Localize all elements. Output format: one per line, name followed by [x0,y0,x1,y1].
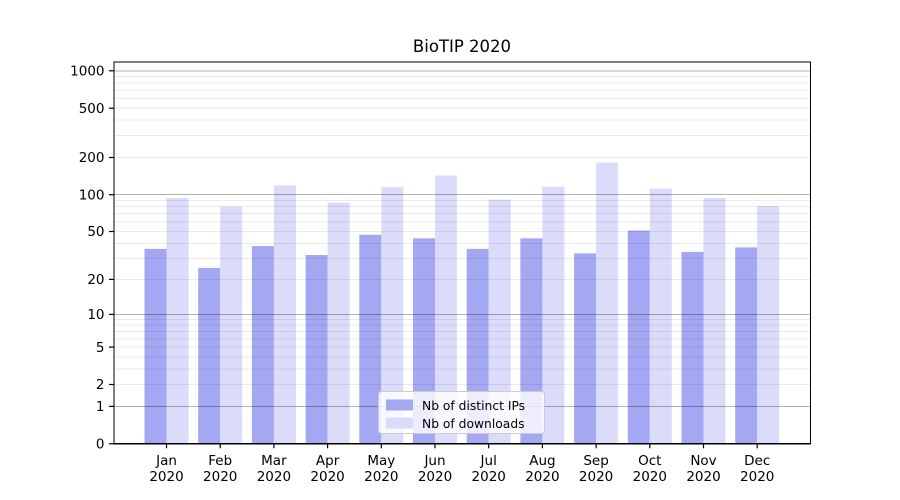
x-tick-label-month: Dec [744,453,770,469]
bar-downloads-feb [220,206,243,444]
bar-distinct-ips-apr [305,255,328,444]
x-tick-label-year: 2020 [525,469,559,485]
y-tick-label: 2 [96,377,105,393]
x-tick-label-year: 2020 [633,469,667,485]
x-tick-label-year: 2020 [310,469,344,485]
x-tick-label-month: Oct [638,453,661,469]
y-tick-label: 0 [96,437,105,453]
bar-distinct-ips-may [359,234,382,444]
y-tick-label: 50 [87,224,104,240]
bar-distinct-ips-feb [198,267,221,444]
bar-downloads-apr [327,202,350,444]
bar-downloads-jan [166,198,189,444]
bar-distinct-ips-dec [735,247,758,444]
x-tick-label-year: 2020 [257,469,291,485]
y-tick-label: 100 [79,187,105,203]
bar-distinct-ips-oct [627,230,650,444]
bar-downloads-aug [542,186,565,444]
bar-distinct-ips-sep [574,253,597,444]
x-tick-label-year: 2020 [579,469,613,485]
x-tick-label-month: Apr [316,453,340,469]
bar-downloads-may [381,187,404,444]
x-tick-label-year: 2020 [686,469,720,485]
x-tick-label-month: Aug [529,453,555,469]
bar-distinct-ips-nov [681,251,704,444]
x-tick-label-year: 2020 [740,469,774,485]
y-tick-label: 1 [96,399,105,415]
y-tick-label: 10 [87,307,104,323]
x-tick-label-month: Feb [208,453,232,469]
bar-downloads-nov [703,198,726,444]
bar-downloads-mar [273,185,296,444]
x-tick-label-year: 2020 [472,469,506,485]
y-tick-label: 20 [87,272,104,288]
legend-label-downloads: Nb of downloads [422,417,525,431]
plot-frame-rect [113,61,812,445]
x-tick-label-year: 2020 [364,469,398,485]
bar-distinct-ips-mar [251,246,274,444]
y-tick-label: 500 [79,101,105,117]
x-tick-label-month: Sep [583,453,608,469]
y-tick-label: 1000 [70,64,104,80]
x-tick-label-year: 2020 [203,469,237,485]
bar-downloads-dec [757,205,780,444]
y-tick-label: 5 [96,340,105,356]
legend-swatch-distinct-ips [386,399,413,411]
y-tick-label: 200 [79,150,105,166]
x-tick-label-year: 2020 [418,469,452,485]
chart-title: BioTIP 2020 [413,37,511,56]
bar-distinct-ips-jan [144,248,167,444]
x-tick-label-month: Jan [155,453,177,469]
gridlines-layer [114,70,811,407]
legend-box [378,391,545,434]
legend-swatch-downloads [386,417,413,429]
x-tick-label-month: Jun [423,453,445,469]
bar-downloads-jun [435,175,457,444]
bar-downloads-oct [649,188,672,444]
legend-label-distinct-ips: Nb of distinct IPs [422,399,525,413]
bar-downloads-jul [488,199,511,444]
x-tick-label-month: Mar [261,453,287,469]
x-tick-label-month: May [367,453,395,469]
legend: Nb of distinct IPs Nb of downloads [378,391,545,434]
plot-frame [113,61,812,445]
x-tick-label-month: Nov [690,453,716,469]
x-tick-label-month: Jul [480,453,497,469]
x-tick-label-year: 2020 [149,469,183,485]
bar-downloads-sep [596,162,619,444]
axes-layer: 01251020501002005001000Jan2020Feb2020Mar… [70,64,774,486]
